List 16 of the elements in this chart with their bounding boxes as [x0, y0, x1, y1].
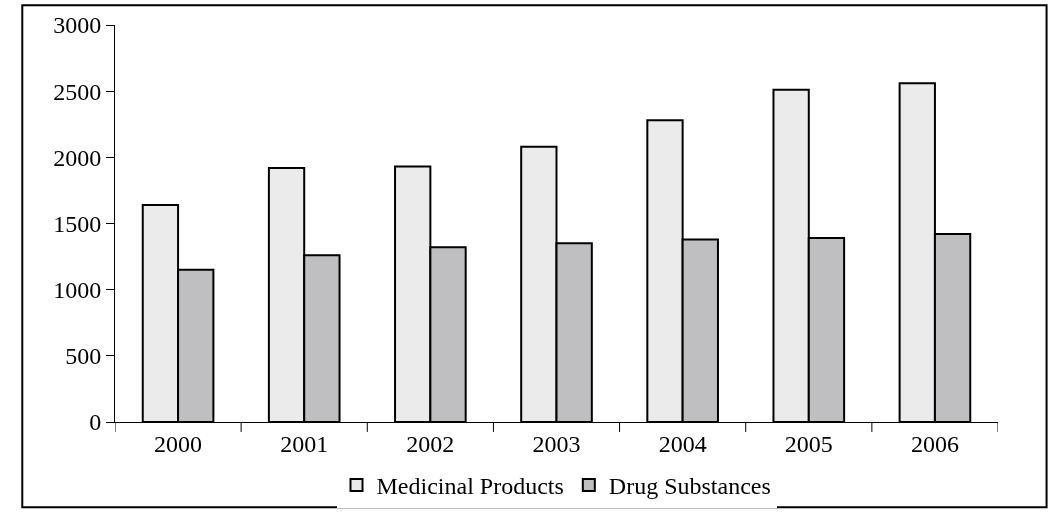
x-tick-label: 2003: [532, 430, 581, 457]
legend-label: Medicinal Products: [376, 473, 564, 500]
x-tick-label: 2006: [910, 430, 959, 457]
x-tick-label: 2001: [280, 430, 329, 457]
x-tick-label: 2005: [784, 430, 833, 457]
y-tick-label: 2000: [53, 144, 102, 171]
y-tick-label: 1500: [53, 210, 102, 237]
y-tick-label: 2500: [53, 78, 102, 105]
legend-label: Drug Substances: [608, 473, 771, 500]
x-tick-label: 2000: [154, 430, 203, 457]
y-tick-label: 500: [65, 343, 102, 370]
y-tick-label: 3000: [53, 12, 102, 39]
y-tick-label: 0: [89, 409, 102, 436]
x-tick-label: 2002: [406, 430, 455, 457]
y-tick-label: 1000: [53, 277, 102, 304]
x-tick-label: 2004: [658, 430, 707, 457]
